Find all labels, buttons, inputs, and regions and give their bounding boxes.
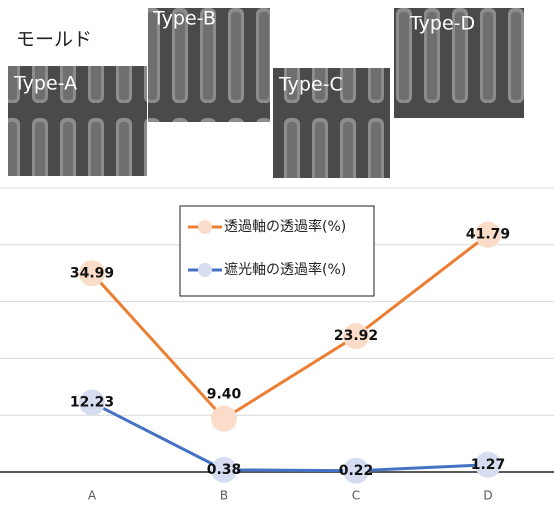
sem-image: Type-B <box>148 8 270 123</box>
data-label: 23.92 <box>334 328 378 344</box>
image-label: Type-A <box>13 73 77 95</box>
data-label: 0.22 <box>339 463 374 479</box>
page-title: モールド <box>16 29 92 51</box>
x-tick-label: D <box>483 489 492 503</box>
x-tick-label: C <box>352 489 360 503</box>
chart: モールド Type-A Type-B Type-C Type-D A B C D 34.… <box>0 0 554 510</box>
legend-marker <box>198 220 212 234</box>
image-label: Type-C <box>278 74 343 96</box>
legend-marker <box>198 263 212 277</box>
x-tick-label: A <box>88 489 97 503</box>
data-label: 9.40 <box>207 387 242 403</box>
x-tick-label: B <box>220 489 228 503</box>
sem-image: Type-D <box>394 8 524 118</box>
sem-image: Type-C <box>273 68 390 178</box>
image-label: Type-B <box>152 8 216 30</box>
legend-label: 透過軸の透過率(%) <box>224 218 346 235</box>
data-label: 34.99 <box>70 265 114 281</box>
data-label: 12.23 <box>70 395 114 411</box>
sem-image: Type-A <box>8 66 147 176</box>
data-label: 0.38 <box>207 462 242 478</box>
legend: 透過軸の透過率(%) 遮光軸の透過率(%) <box>180 206 374 296</box>
marker <box>211 406 237 432</box>
image-label: Type-D <box>409 13 475 35</box>
legend-label: 遮光軸の透過率(%) <box>224 261 346 278</box>
series-line <box>92 403 488 471</box>
data-label: 41.79 <box>466 227 510 243</box>
data-label: 1.27 <box>471 457 506 473</box>
